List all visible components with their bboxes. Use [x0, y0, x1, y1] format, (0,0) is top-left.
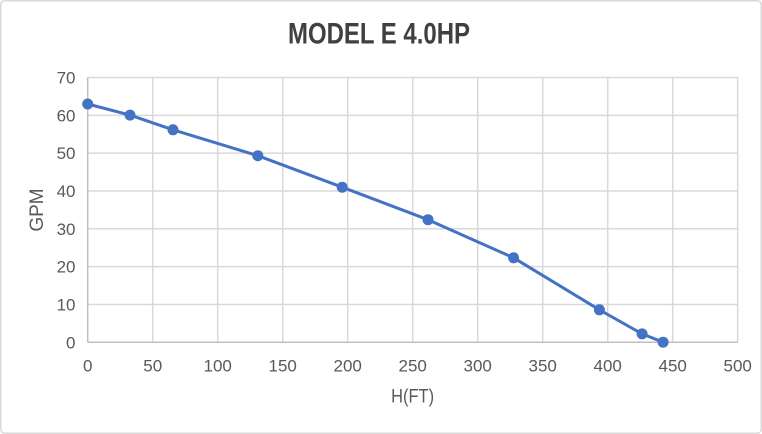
svg-text:H(FT): H(FT) [391, 387, 434, 408]
svg-text:350: 350 [529, 357, 557, 376]
svg-text:70: 70 [57, 69, 76, 88]
svg-text:100: 100 [204, 357, 232, 376]
svg-text:10: 10 [57, 296, 76, 315]
svg-text:30: 30 [57, 220, 76, 239]
svg-text:300: 300 [464, 357, 492, 376]
svg-text:50: 50 [57, 144, 76, 163]
svg-text:40: 40 [57, 182, 76, 201]
svg-text:0: 0 [83, 357, 92, 376]
svg-text:200: 200 [334, 357, 362, 376]
svg-text:50: 50 [143, 357, 162, 376]
svg-text:450: 450 [659, 357, 687, 376]
svg-text:MODEL E 4.0HP: MODEL E 4.0HP [288, 18, 470, 51]
svg-text:150: 150 [269, 357, 297, 376]
svg-text:20: 20 [57, 258, 76, 277]
svg-text:0: 0 [66, 333, 75, 352]
svg-text:500: 500 [724, 357, 752, 376]
svg-text:GPM: GPM [27, 188, 48, 231]
svg-text:60: 60 [57, 106, 76, 125]
svg-text:400: 400 [594, 357, 622, 376]
svg-text:250: 250 [399, 357, 427, 376]
